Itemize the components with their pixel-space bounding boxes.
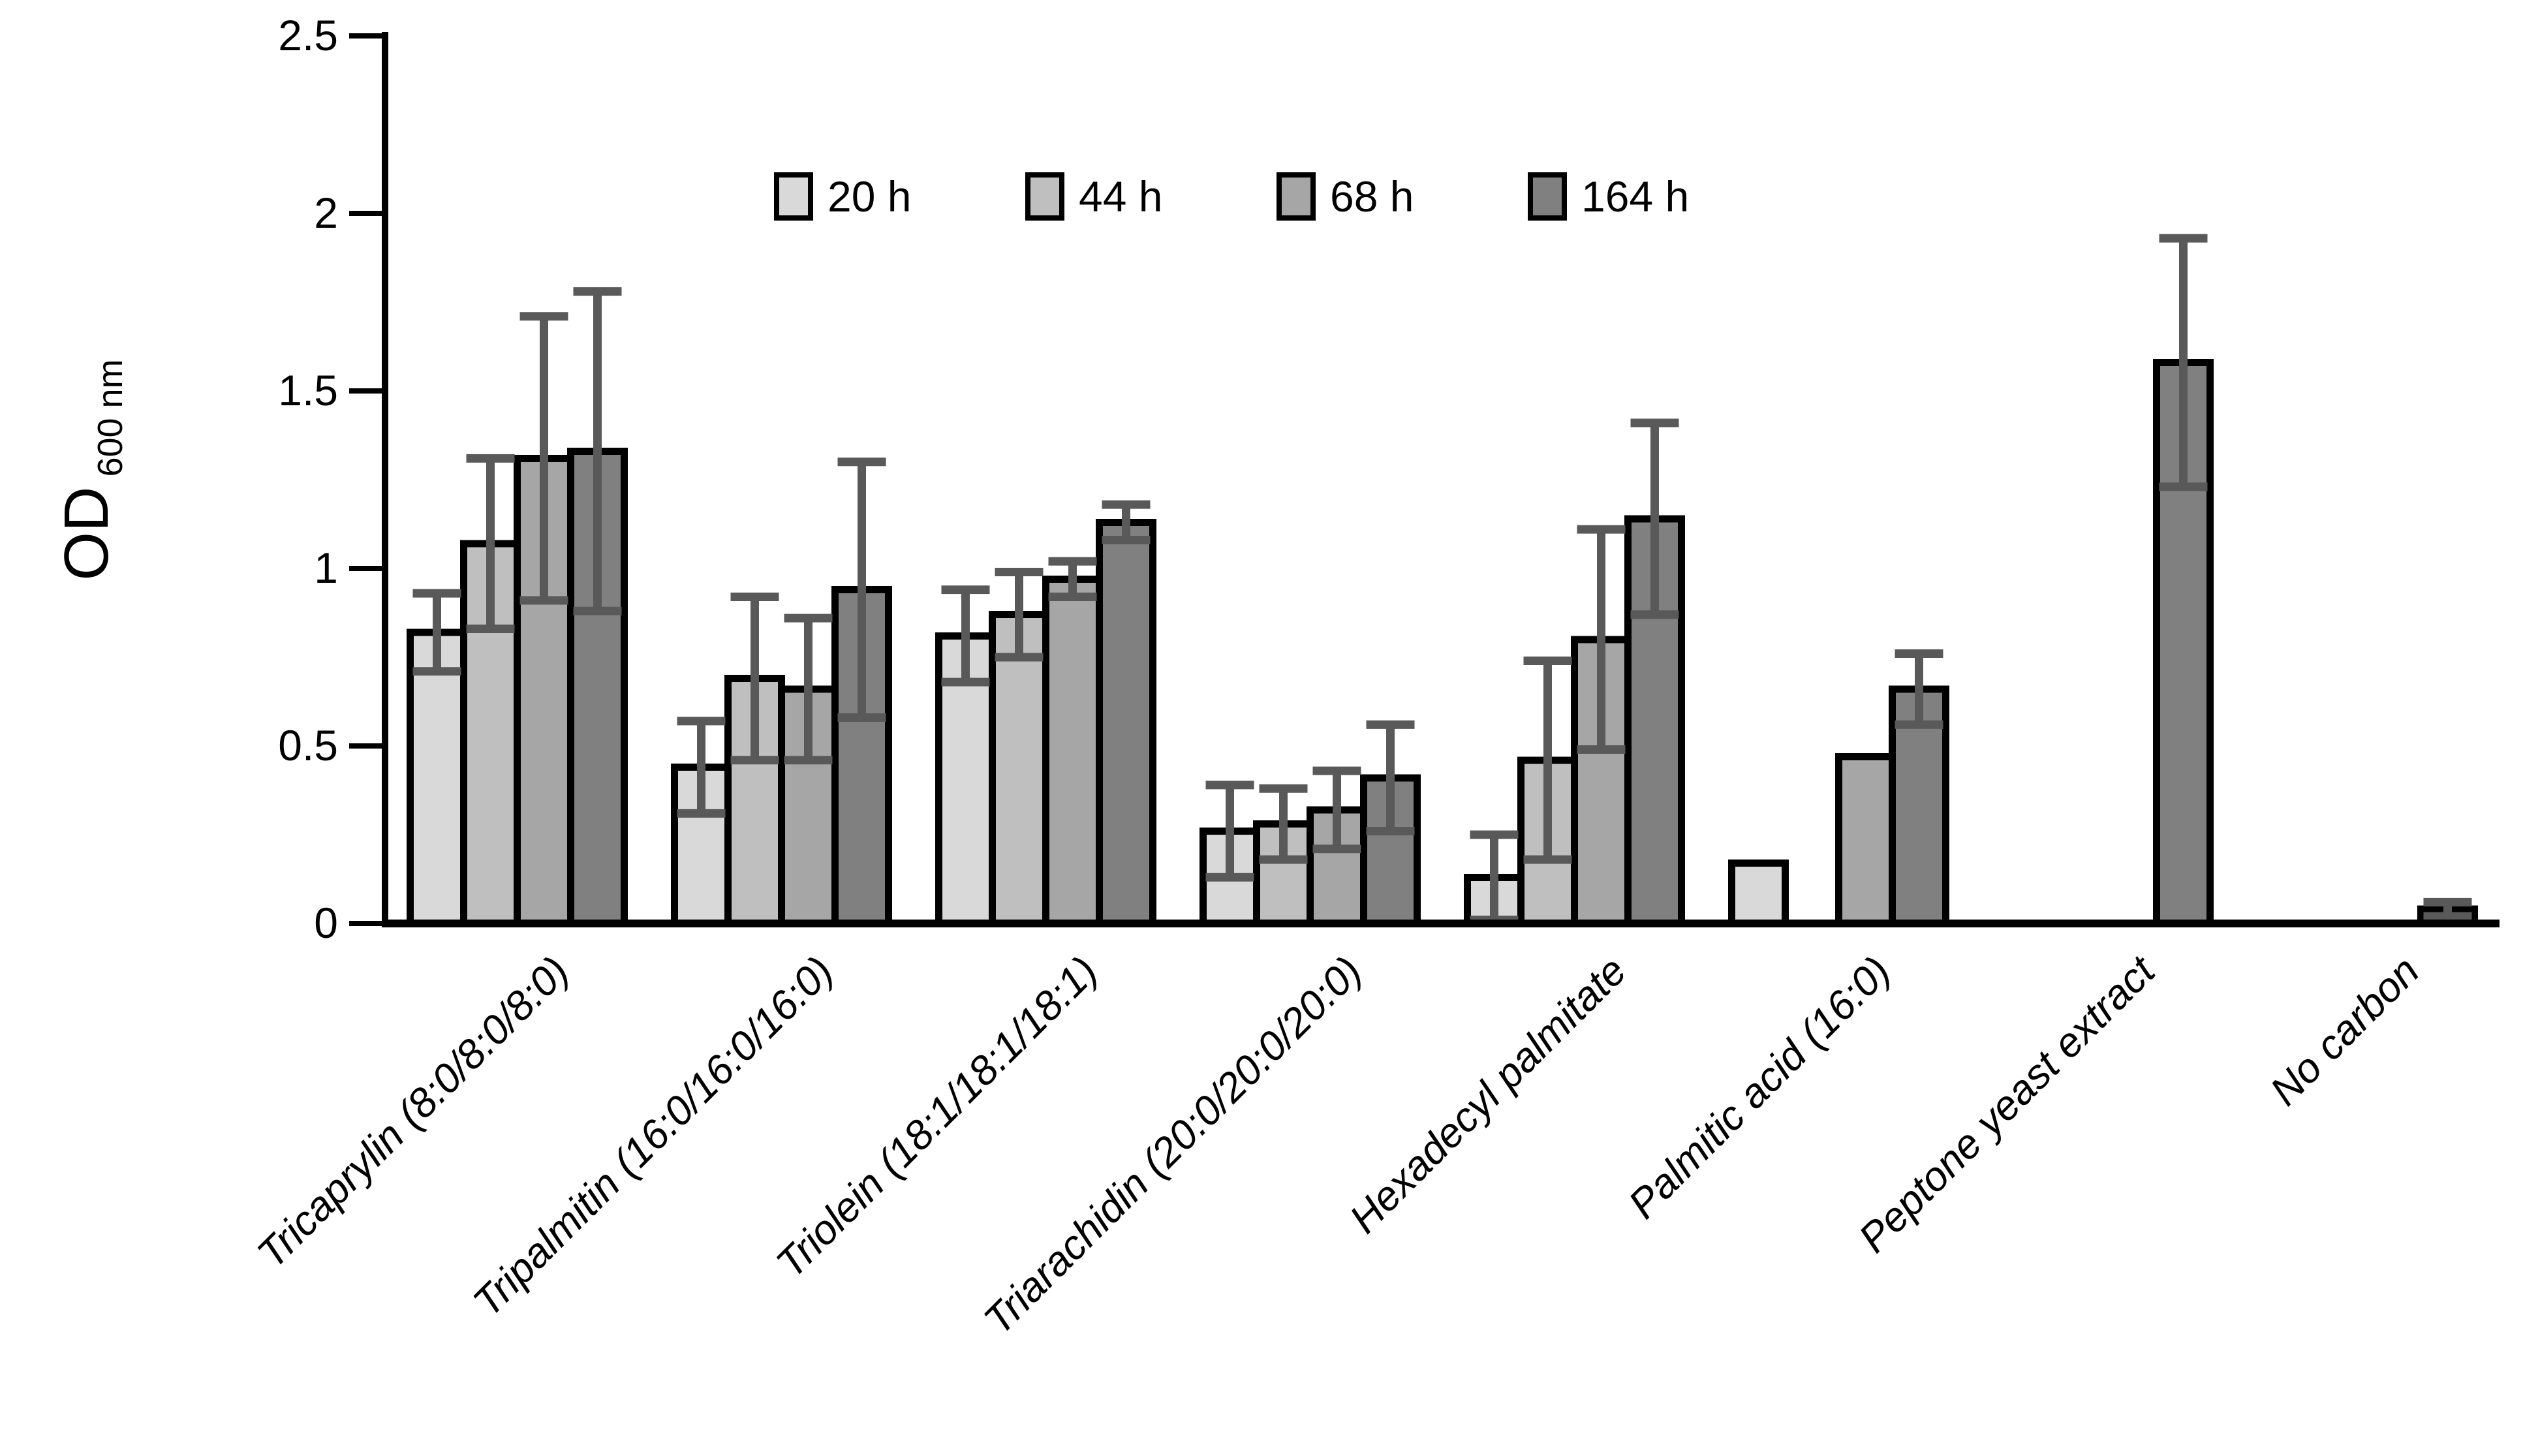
legend-label-164-h: 164 h bbox=[1581, 172, 1689, 221]
x-category-label-hexadecyl-palmitate: Hexadecyl palmitate bbox=[1341, 948, 1635, 1242]
legend-label-44-h: 44 h bbox=[1079, 172, 1162, 221]
y-tick-label-2: 2 bbox=[314, 189, 338, 237]
bar-68-h-triolein-18-1-18-1-18-1 bbox=[1042, 575, 1103, 927]
y-axis-title-main: OD bbox=[52, 487, 121, 581]
y-tick-label-2.5: 2.5 bbox=[278, 11, 338, 59]
bar-20-h-palmitic-acid-16-0 bbox=[1728, 860, 1789, 927]
legend-swatch-164-h bbox=[1528, 172, 1567, 221]
y-tick-label-1.5: 1.5 bbox=[278, 366, 338, 414]
x-category-label-palmitic-acid-16-0: Palmitic acid (16:0) bbox=[1620, 948, 1899, 1227]
y-axis-title: OD 600 nm bbox=[52, 359, 130, 580]
y-tick-label-0: 0 bbox=[314, 899, 338, 947]
y-tick-label-1: 1 bbox=[314, 544, 338, 592]
legend-swatch-68-h bbox=[1277, 172, 1316, 221]
legend-swatch-44-h bbox=[1025, 172, 1064, 221]
x-category-label-tricaprylin-8-0-8-0-8-0: Tricaprylin (8:0/8:0/8:0) bbox=[249, 948, 578, 1277]
legend-label-20-h: 20 h bbox=[828, 172, 911, 221]
x-category-label-peptone-yeast-extract: Peptone yeast extract bbox=[1850, 947, 2165, 1262]
x-category-label-no-carbon: No carbon bbox=[2261, 948, 2428, 1114]
legend-label-68-h: 68 h bbox=[1330, 172, 1414, 221]
legend-swatch-20-h bbox=[774, 172, 813, 221]
y-tick-label-0.5: 0.5 bbox=[278, 721, 338, 769]
bar-164-h-triolein-18-1-18-1-18-1 bbox=[1096, 518, 1156, 927]
bar-68-h-palmitic-acid-16-0 bbox=[1835, 752, 1896, 927]
bar-20-h-tricaprylin-8-0-8-0-8-0 bbox=[407, 628, 467, 927]
y-axis-title-sub: 600 nm bbox=[91, 359, 130, 486]
